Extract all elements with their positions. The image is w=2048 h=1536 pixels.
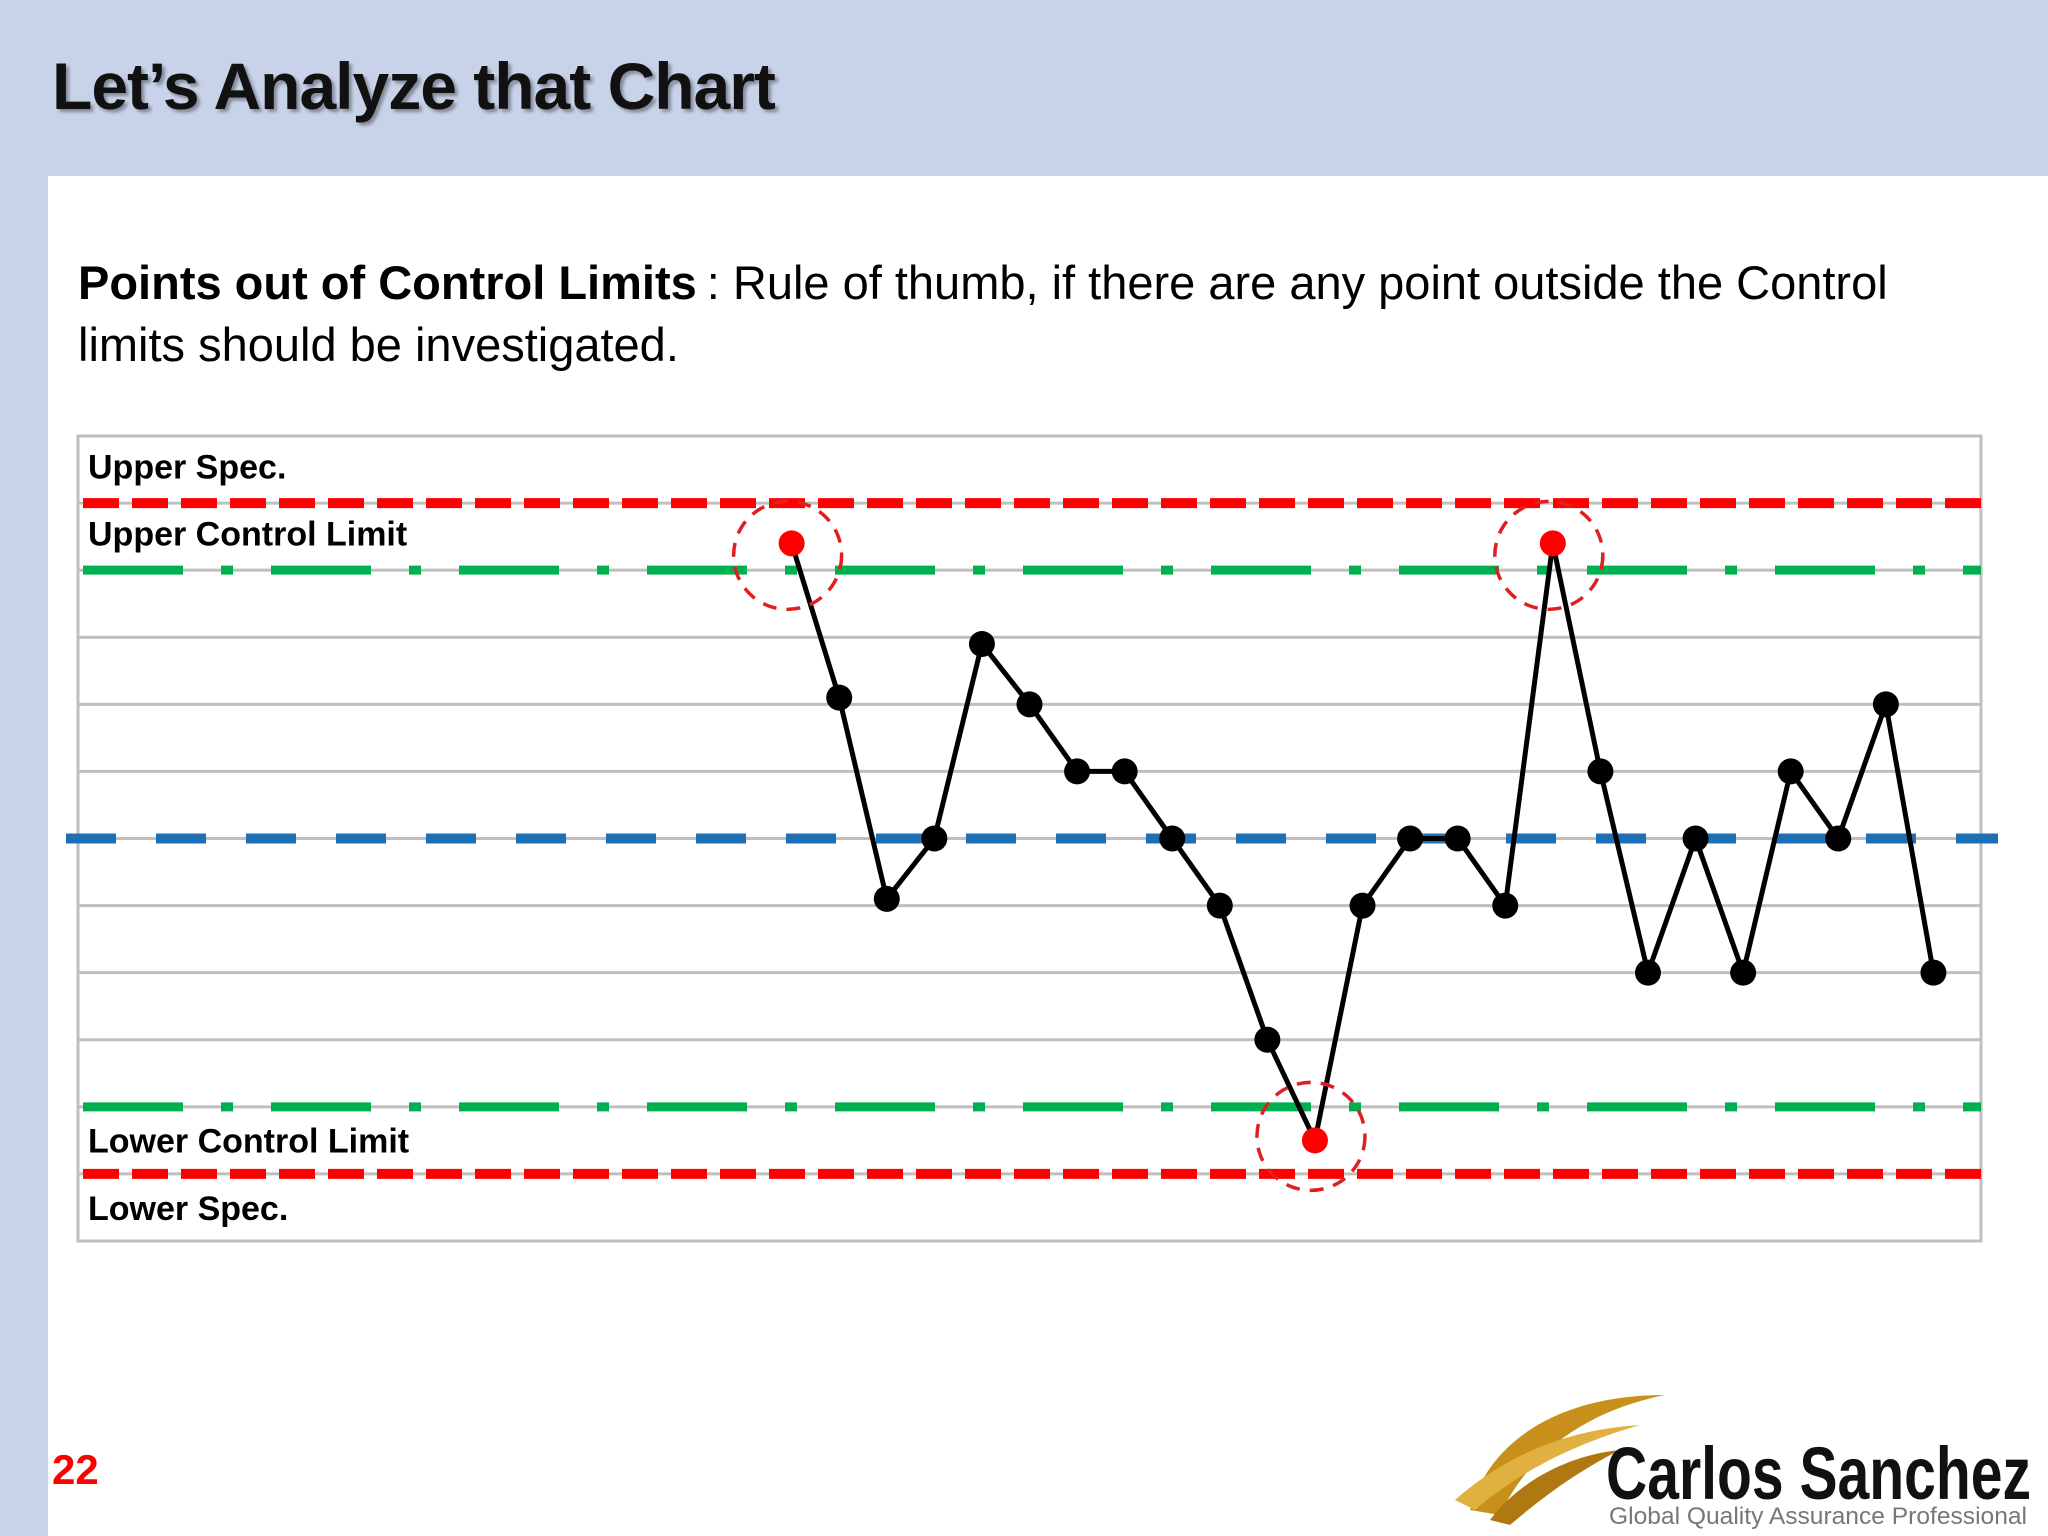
logo-swoosh <box>1470 1395 1665 1515</box>
data-point <box>1016 691 1043 718</box>
data-point <box>1634 959 1661 986</box>
data-point <box>1730 959 1757 986</box>
data-point <box>778 530 805 557</box>
highlight-ring <box>1255 1080 1367 1193</box>
data-point <box>1397 825 1424 852</box>
data-point <box>1539 530 1566 557</box>
body-rest: : Rule of thumb, if there are any point … <box>78 256 1888 371</box>
data-point <box>1920 959 1947 986</box>
data-point <box>1825 825 1852 852</box>
data-point <box>1349 892 1376 919</box>
page-number: 22 <box>52 1446 99 1493</box>
logo-tagline: Global Quality Assurance Professional <box>1609 1503 2027 1530</box>
limit-label: Lower Spec. <box>88 1190 288 1228</box>
data-point <box>1492 892 1519 919</box>
data-point <box>1254 1026 1281 1053</box>
data-point <box>1587 758 1614 785</box>
data-point <box>1872 691 1899 718</box>
logo-name: Carlos Sanchez <box>1606 1432 2031 1515</box>
data-point <box>1301 1127 1328 1154</box>
logo-swoosh <box>1455 1425 1640 1510</box>
data-point <box>1159 825 1186 852</box>
data-point <box>1111 758 1138 785</box>
body-term: Points out of Control Limits <box>78 256 697 309</box>
body-text: Points out of Control Limits: Rule of th… <box>78 252 1908 376</box>
data-point <box>921 825 948 852</box>
data-point <box>826 684 853 711</box>
limit-label: Lower Control Limit <box>88 1123 409 1161</box>
data-point <box>873 885 900 912</box>
highlight-ring <box>1493 499 1605 612</box>
highlight-ring <box>731 499 844 612</box>
data-point <box>1777 758 1804 785</box>
data-point <box>968 630 995 657</box>
slide-title: Let’s Analyze that Chart <box>52 49 776 123</box>
data-point <box>1064 758 1091 785</box>
logo-swoosh <box>1490 1450 1620 1525</box>
data-point <box>1206 892 1233 919</box>
limit-label: Upper Control Limit <box>88 516 407 554</box>
limit-label: Upper Spec. <box>88 449 286 487</box>
data-point <box>1682 825 1709 852</box>
data-point <box>1444 825 1471 852</box>
content-area <box>48 176 2048 1536</box>
logo: Carlos Sanchez Global Quality Assurance … <box>1455 1395 2031 1530</box>
